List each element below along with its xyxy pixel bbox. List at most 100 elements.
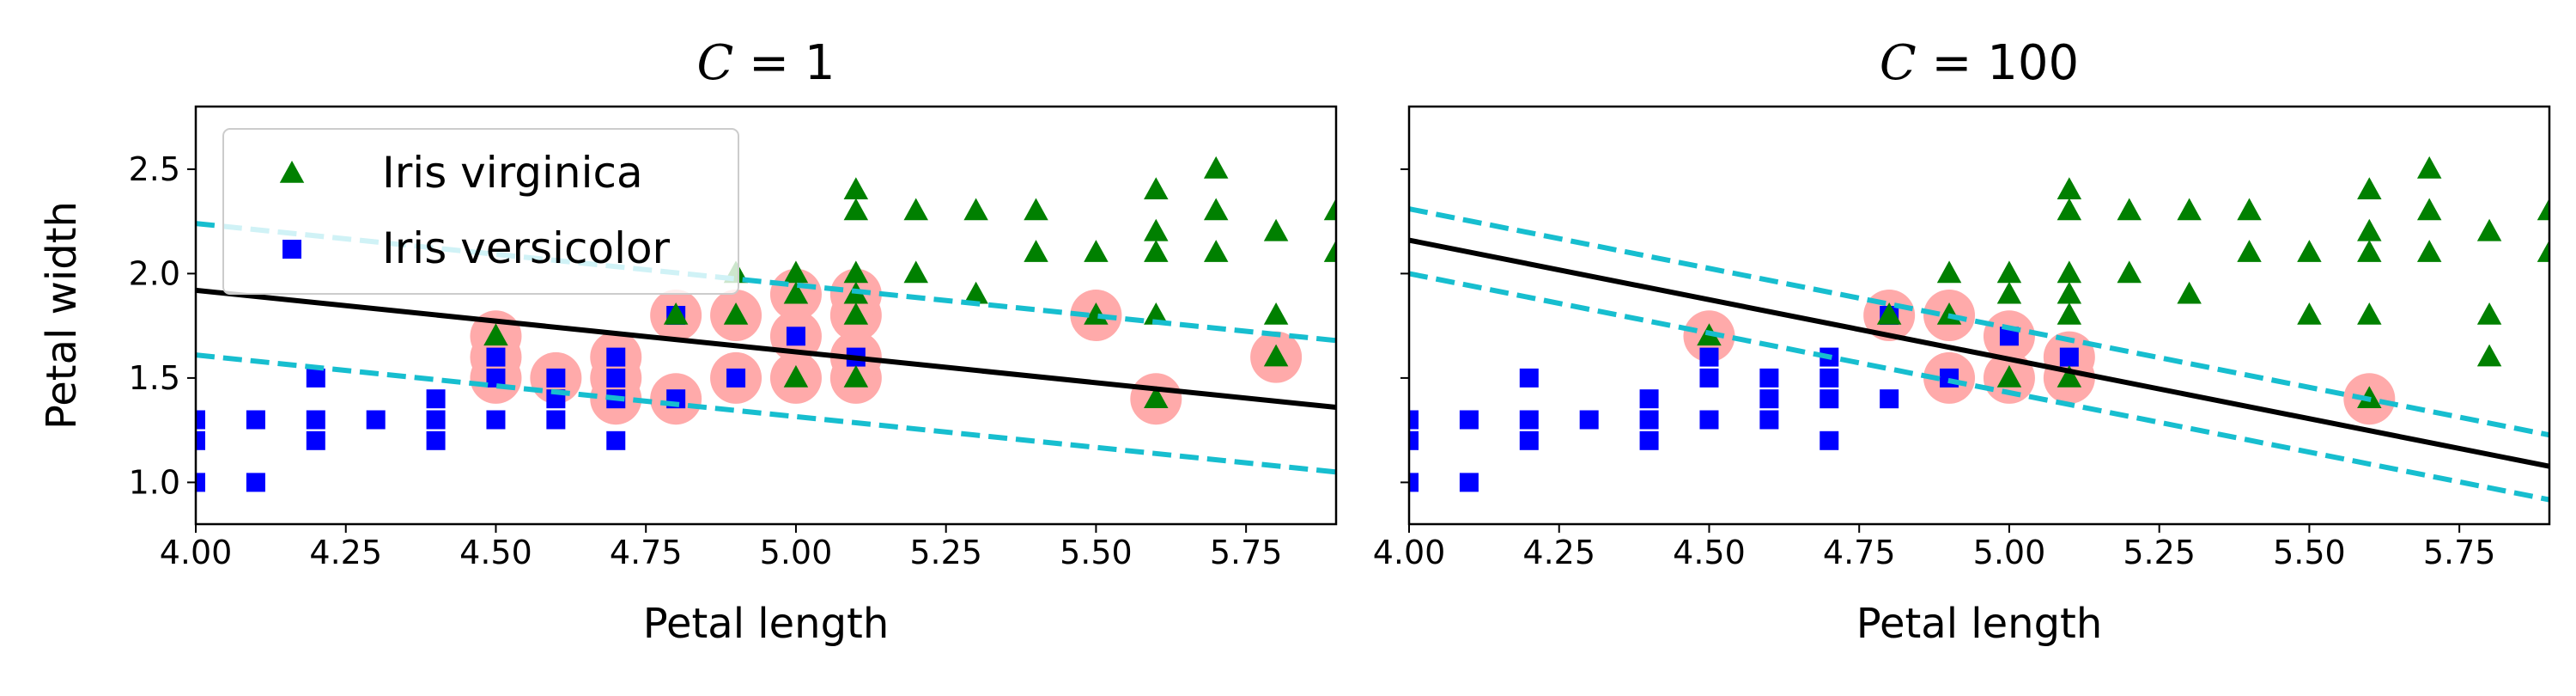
y-axis-label: Petal width xyxy=(38,201,86,430)
y-tick-label: 2.0 xyxy=(129,254,180,292)
versicolor-point xyxy=(1880,389,1899,409)
virginica-point xyxy=(2537,198,2549,221)
virginica-point xyxy=(2237,198,2262,221)
x-tick-label: 5.75 xyxy=(2423,534,2496,571)
x-tick-label: 5.25 xyxy=(909,534,982,571)
versicolor-point xyxy=(366,410,386,430)
virginica-point xyxy=(2117,198,2142,221)
virginica-point xyxy=(723,302,749,325)
virginica-point xyxy=(2297,240,2322,262)
versicolor-point xyxy=(606,430,626,450)
panel-title: C = 1 xyxy=(696,35,835,91)
legend-virginica-label: Iris virginica xyxy=(382,148,643,198)
versicolor-point xyxy=(1519,368,1539,388)
virginica-point xyxy=(903,198,928,221)
versicolor-point xyxy=(1999,327,2019,346)
virginica-point xyxy=(2237,240,2262,262)
x-tick-label: 4.50 xyxy=(1673,534,1746,571)
versicolor-point xyxy=(1759,368,1779,388)
title-equals: = xyxy=(1917,35,1988,91)
x-axis-label: Petal length xyxy=(1856,600,2103,648)
x-tick-label: 5.50 xyxy=(1060,534,1133,571)
versicolor-point xyxy=(246,473,265,492)
virginica-point xyxy=(2476,302,2502,325)
virginica-point xyxy=(2057,281,2082,304)
versicolor-point xyxy=(1759,410,1779,430)
virginica-point xyxy=(2057,260,2082,284)
versicolor-point xyxy=(1699,347,1719,367)
virginica-point xyxy=(843,198,869,221)
virginica-point xyxy=(903,260,928,284)
plot-area xyxy=(1409,156,2549,503)
virginica-point xyxy=(1876,302,1902,325)
decision-boundary-line xyxy=(1409,237,2549,469)
virginica-point xyxy=(1144,240,1169,262)
versicolor-point xyxy=(196,410,205,430)
versicolor-point xyxy=(246,410,265,430)
virginica-point xyxy=(843,302,869,325)
virginica-point xyxy=(1024,240,1048,262)
virginica-point xyxy=(1144,302,1169,325)
title-equals: = xyxy=(733,35,805,91)
versicolor-point xyxy=(1699,410,1719,430)
versicolor-point xyxy=(1459,473,1479,492)
x-tick-label: 4.75 xyxy=(1823,534,1896,571)
virginica-point xyxy=(783,260,809,284)
virginica-point xyxy=(2057,364,2082,388)
panel-c100: 4.00 4.25 4.50 4.75 5.00 5.25 5.50 5.75 Petal le… xyxy=(1373,35,2551,648)
virginica-point xyxy=(663,302,689,325)
virginica-point xyxy=(1996,364,2022,388)
virginica-point xyxy=(1323,198,1336,221)
y-tick-label: 2.5 xyxy=(129,150,180,188)
virginica-point xyxy=(1203,198,1229,221)
virginica-point xyxy=(2416,240,2442,262)
virginica-point xyxy=(483,323,508,346)
versicolor-point xyxy=(306,368,325,388)
versicolor-point xyxy=(486,410,506,430)
x-tick-label: 4.00 xyxy=(160,534,233,571)
versicolor-point xyxy=(426,410,446,430)
virginica-point xyxy=(2476,218,2502,241)
virginica-point xyxy=(1144,177,1169,199)
versicolor-point xyxy=(1820,368,1839,388)
virginica-point xyxy=(2357,177,2382,199)
virginica-point xyxy=(2057,177,2082,199)
versicolor-point xyxy=(1579,410,1599,430)
legend: Iris virginica Iris versicolor xyxy=(222,128,739,295)
versicolor-point xyxy=(546,368,566,388)
versicolor-point xyxy=(196,473,205,492)
x-tick-label: 5.00 xyxy=(1973,534,2046,571)
x-tick-label: 5.25 xyxy=(2123,534,2196,571)
versicolor-point xyxy=(1759,389,1779,409)
versicolor-point xyxy=(1820,430,1839,450)
plot-area xyxy=(196,156,1336,492)
versicolor-point xyxy=(1639,430,1659,450)
legend-virginica-marker xyxy=(279,161,305,183)
virginica-point xyxy=(2416,198,2442,221)
upper-margin-line xyxy=(1409,206,2549,438)
title-value: 100 xyxy=(1987,35,2079,91)
virginica-point xyxy=(1263,302,1289,325)
title-variable: C xyxy=(1880,35,1917,91)
virginica-point xyxy=(2297,302,2322,325)
versicolor-point xyxy=(546,410,566,430)
virginica-point xyxy=(1084,240,1109,262)
y-tick-label: 1.5 xyxy=(129,359,180,397)
versicolor-point xyxy=(2059,347,2079,367)
x-tick-label: 5.75 xyxy=(1210,534,1283,571)
virginica-point xyxy=(1203,156,1229,179)
virginica-point xyxy=(843,260,869,284)
versicolor-point xyxy=(1820,389,1839,409)
x-tick-label: 4.50 xyxy=(459,534,532,571)
versicolor-point xyxy=(1519,430,1539,450)
y-tick-label: 1.0 xyxy=(129,463,180,501)
virginica-point xyxy=(2357,240,2382,262)
virginica-point xyxy=(2057,198,2082,221)
versicolor-point xyxy=(306,410,325,430)
virginica-point xyxy=(2177,198,2202,221)
virginica-point xyxy=(843,364,869,388)
panel-c1: 4.00 4.25 4.50 4.75 5.00 5.25 5.50 5.75 1.0 1.5 2.… xyxy=(38,35,1338,648)
virginica-point xyxy=(2476,344,2502,367)
virginica-point xyxy=(2416,156,2442,179)
virginica-point xyxy=(2177,281,2202,304)
